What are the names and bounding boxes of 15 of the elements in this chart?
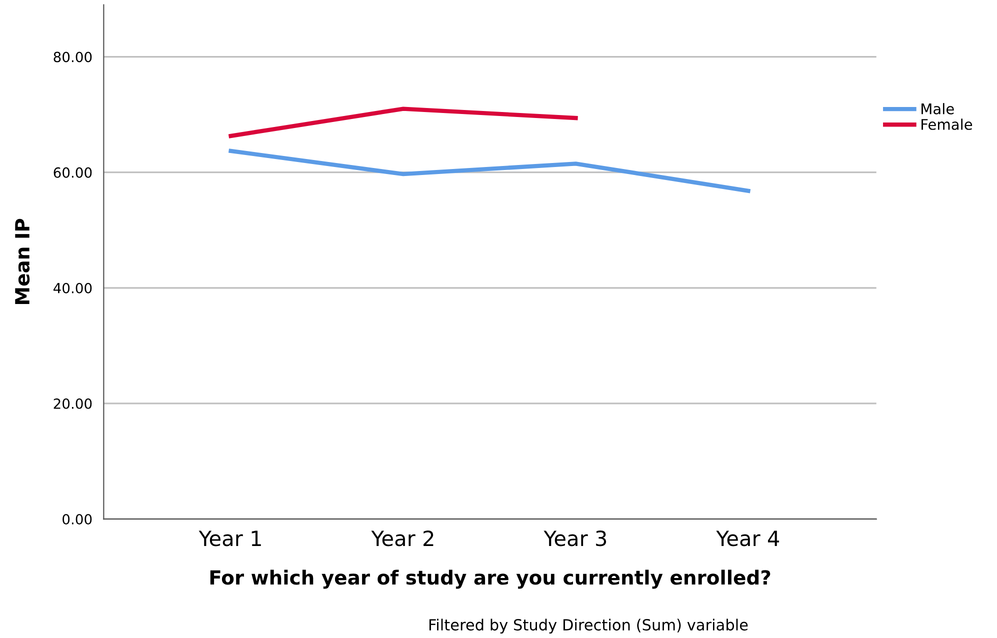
legend-label: Male — [922, 103, 954, 114]
x-axis-title: For which year of study are you currently enrolled? — [210, 570, 770, 589]
y-tick-label: 60.00 — [54, 167, 92, 178]
y-axis-title: Mean IP — [15, 218, 30, 304]
line-series — [228, 148, 750, 193]
text: Filtered by Study Direction (Sum) variable — [429, 618, 748, 634]
x-tick-label: Year 3 — [544, 530, 606, 546]
x-tick-label: Year 2 — [371, 530, 434, 546]
y-tick-label: 40.00 — [53, 282, 92, 294]
x-tick-label: Year 1 — [198, 530, 261, 546]
y-tick-label: 80.00 — [54, 52, 92, 62]
x-tick-label: Year 4 — [716, 530, 780, 546]
legend-label: Female — [922, 118, 972, 130]
y-tick-label: 0.00 — [62, 514, 92, 524]
y-tick-label: 20.00 — [54, 398, 92, 409]
